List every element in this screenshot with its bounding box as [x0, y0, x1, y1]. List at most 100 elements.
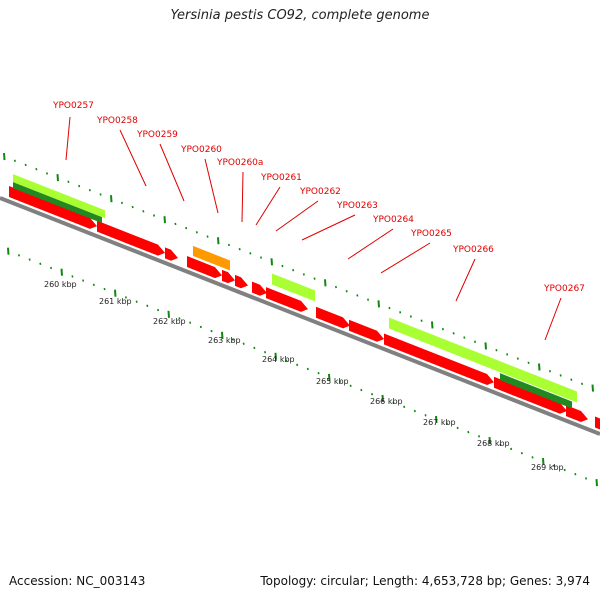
leader-line: [119, 129, 147, 187]
major-tick: [484, 342, 487, 350]
minor-tick: [28, 258, 31, 261]
kbp-label: 261 kbp: [99, 297, 132, 306]
minor-tick: [174, 222, 177, 226]
minor-tick: [441, 327, 444, 331]
minor-tick: [520, 451, 523, 455]
kbp-label: 266 kbp: [370, 397, 403, 406]
minor-tick: [403, 405, 406, 409]
gene-label: YPO0261: [260, 173, 302, 183]
major-tick: [274, 352, 277, 360]
minor-tick: [302, 273, 305, 276]
leader-line: [241, 171, 244, 223]
gene-forward: [13, 174, 105, 219]
leader-line: [301, 214, 356, 241]
minor-tick: [249, 252, 252, 255]
cds-arrow: [235, 274, 248, 289]
minor-tick: [227, 243, 230, 247]
cds-arrow: [316, 306, 350, 329]
gene-label: YPO0266: [452, 245, 494, 255]
minor-tick: [463, 336, 466, 339]
minor-tick: [46, 172, 49, 175]
minor-tick: [585, 477, 588, 480]
map-title: Yersinia pestis CO92, complete genome: [170, 8, 430, 23]
kbp-labels: 260 kbp 261 kbp 262 kbp 263 kbp 264 kbp 265 k…: [44, 280, 564, 472]
minor-tick: [506, 353, 509, 356]
misc-feature: [193, 245, 230, 271]
gene-label: YPO0262: [299, 187, 341, 197]
minor-tick: [13, 159, 16, 162]
kbp-label: 263 kbp: [208, 336, 241, 345]
major-tick: [328, 373, 331, 381]
minor-tick: [238, 247, 241, 251]
major-tick: [488, 436, 491, 445]
cds-arrow: [9, 186, 97, 229]
feature-track: [9, 174, 600, 430]
cds-arrow: [165, 247, 178, 261]
minor-tick: [510, 447, 513, 451]
minor-tick: [88, 189, 91, 192]
minor-tick: [409, 315, 412, 318]
leader-line: [347, 228, 394, 260]
minor-tick: [452, 332, 455, 335]
kbp-label: 262 kbp: [153, 317, 186, 326]
cds-arrow: [266, 287, 308, 312]
minor-tick: [153, 214, 156, 217]
gene-reverse: [500, 373, 572, 409]
gene-label: YPO0265: [410, 229, 452, 239]
minor-tick: [399, 311, 402, 314]
leader-line: [275, 200, 319, 232]
major-tick: [163, 216, 166, 224]
minor-tick: [388, 306, 391, 310]
gene-label: YPO0258: [96, 116, 138, 126]
major-tick: [542, 458, 545, 466]
leader-line: [380, 242, 431, 274]
cds-arrow: [222, 269, 235, 284]
minor-tick: [392, 401, 395, 404]
minor-tick: [50, 266, 53, 270]
gene-forward: [272, 273, 315, 302]
minor-tick: [292, 269, 295, 272]
minor-tick: [413, 409, 416, 413]
minor-tick: [531, 456, 534, 459]
minor-tick: [296, 363, 299, 366]
kbp-label: 267 kbp: [423, 418, 456, 427]
minor-tick: [574, 473, 577, 476]
minor-tick: [478, 435, 481, 438]
minor-tick: [570, 378, 573, 381]
minor-tick: [563, 468, 566, 472]
gene-reverse: [13, 182, 102, 224]
major-tick: [110, 195, 113, 203]
minor-tick: [157, 308, 160, 312]
minor-tick: [35, 168, 38, 171]
gene-label: YPO0259: [136, 130, 178, 140]
major-tick: [431, 321, 434, 329]
minor-tick: [146, 304, 149, 308]
kbp-label: 264 kbp: [262, 355, 295, 364]
minor-tick: [195, 231, 198, 234]
kbp-label: 265 kbp: [316, 377, 349, 386]
major-tick: [381, 394, 384, 403]
minor-tick: [124, 296, 127, 299]
minor-tick: [527, 361, 530, 364]
major-tick: [270, 258, 273, 266]
minor-tick: [231, 338, 234, 341]
minor-tick: [360, 388, 363, 392]
major-tick: [435, 415, 438, 424]
minor-tick: [552, 464, 555, 467]
cds-arrow: [349, 319, 384, 342]
major-tick: [3, 153, 6, 161]
minor-tick: [39, 262, 42, 265]
major-tick: [217, 237, 220, 245]
minor-tick: [189, 321, 192, 324]
minor-tick: [367, 298, 370, 301]
gene-label: YPO0264: [372, 215, 414, 225]
cds-arrow: [97, 220, 165, 256]
minor-tick: [424, 414, 427, 417]
minor-tick: [135, 300, 138, 303]
minor-tick: [210, 329, 213, 333]
minor-tick: [317, 372, 320, 375]
major-tick: [60, 268, 63, 276]
minor-tick: [356, 294, 359, 297]
